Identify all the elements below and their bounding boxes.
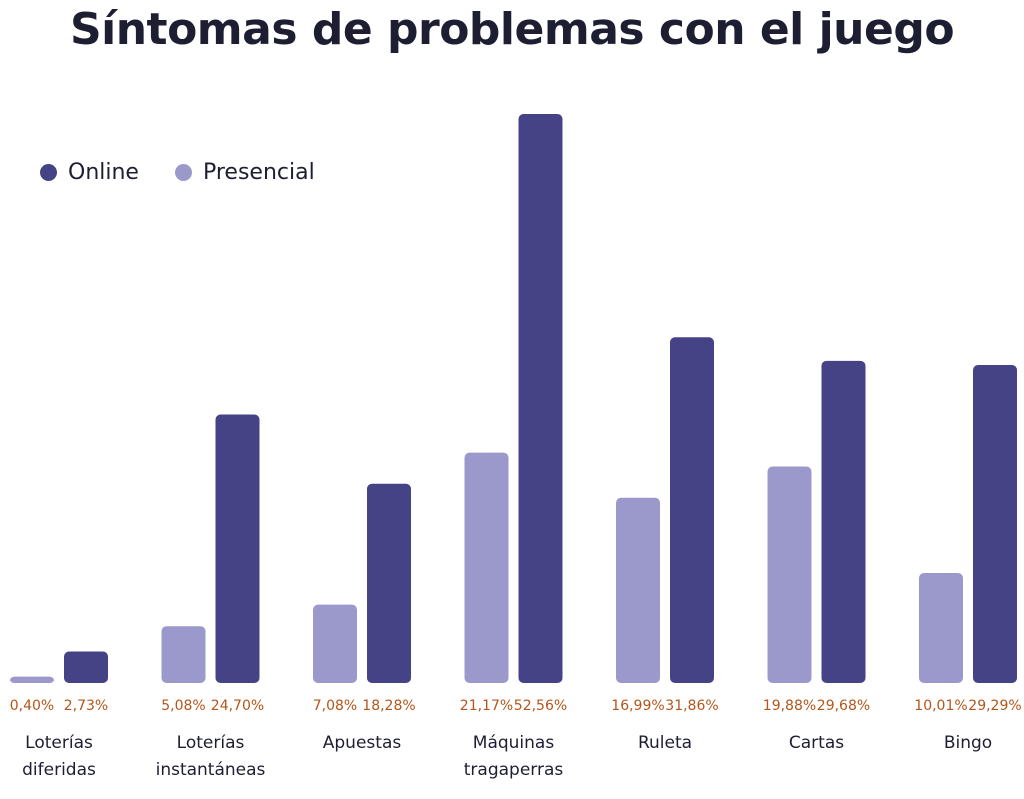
category-label-6: Bingo bbox=[944, 733, 992, 753]
bar-presencial-0 bbox=[10, 676, 54, 683]
value-label-online-2: 18,28% bbox=[362, 698, 415, 714]
bar-online-5 bbox=[821, 360, 866, 683]
category-label-1: Loterías instantáneas bbox=[156, 733, 266, 780]
value-label-presencial-4: 16,99% bbox=[611, 698, 664, 714]
value-label-online-3: 52,56% bbox=[514, 698, 567, 714]
legend-swatch-online bbox=[40, 164, 57, 181]
value-label-presencial-2: 7,08% bbox=[313, 698, 357, 714]
category-label-2: Apuestas bbox=[323, 733, 402, 753]
bar-presencial-6 bbox=[919, 573, 963, 683]
value-label-online-0: 2,73% bbox=[64, 698, 108, 714]
legend-swatch-presencial bbox=[174, 164, 192, 181]
value-label-presencial-6: 10,01% bbox=[914, 698, 967, 714]
legend-item-presencial: Presencial bbox=[174, 160, 315, 185]
bar-online-4 bbox=[670, 337, 714, 683]
bar-online-1 bbox=[215, 414, 260, 683]
category-label-3: Máquinas tragaperras bbox=[464, 733, 564, 780]
bar-presencial-1 bbox=[161, 626, 206, 683]
chart-legend: Online Presencial bbox=[40, 160, 351, 185]
legend-label-online: Online bbox=[68, 160, 139, 185]
value-label-online-5: 29,68% bbox=[817, 698, 870, 714]
chart-title: Síntomas de problemas con el juego bbox=[69, 4, 955, 55]
value-label-online-4: 31,86% bbox=[665, 698, 718, 714]
bar-online-3 bbox=[518, 114, 563, 683]
value-label-presencial-0: 0,40% bbox=[10, 698, 54, 714]
value-label-online-6: 29,29% bbox=[968, 698, 1021, 714]
bar-online-2 bbox=[367, 483, 411, 683]
bar-presencial-5 bbox=[767, 466, 812, 683]
value-label-online-1: 24,70% bbox=[211, 698, 264, 714]
legend-label-presencial: Presencial bbox=[202, 160, 315, 185]
value-label-presencial-3: 21,17% bbox=[460, 698, 513, 714]
category-label-4: Ruleta bbox=[638, 733, 692, 753]
category-label-5: Cartas bbox=[789, 733, 844, 753]
bar-presencial-4 bbox=[616, 497, 660, 683]
bar-presencial-2 bbox=[313, 604, 357, 683]
bar-online-0 bbox=[64, 651, 108, 683]
value-label-presencial-1: 5,08% bbox=[161, 698, 205, 714]
bar-online-6 bbox=[973, 365, 1017, 683]
legend-item-online: Online bbox=[40, 160, 139, 185]
category-label-0: Loterías diferidas bbox=[22, 733, 96, 780]
value-label-presencial-5: 19,88% bbox=[763, 698, 816, 714]
bar-presencial-3 bbox=[464, 452, 509, 683]
